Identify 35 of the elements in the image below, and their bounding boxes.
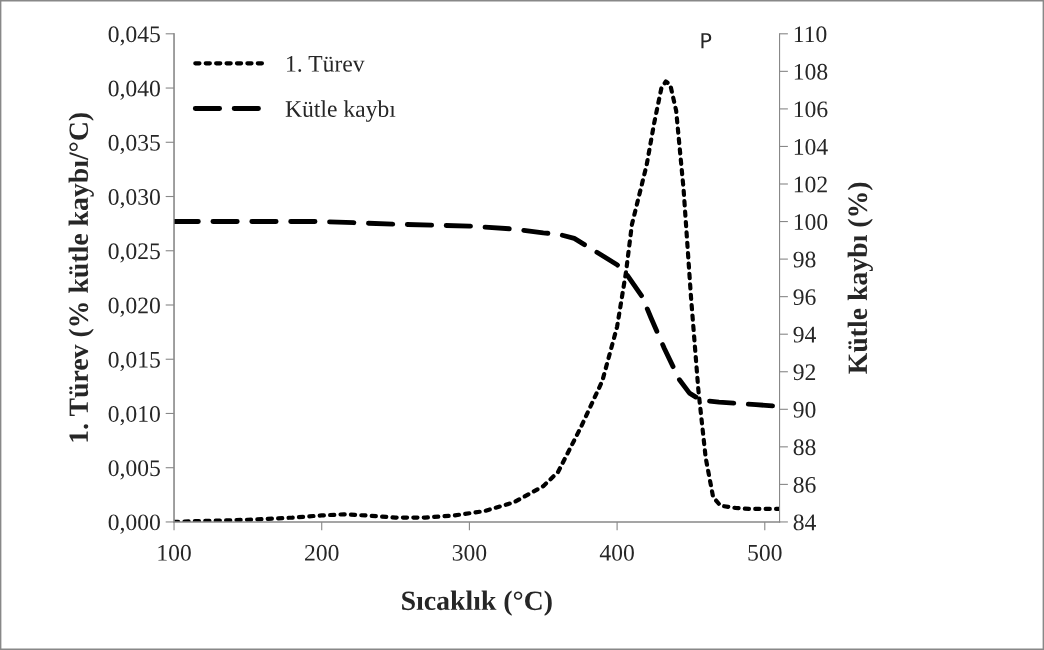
x-tick-label: 300 — [452, 544, 487, 561]
y2-tick-label: 102 — [794, 176, 827, 193]
annotation: P — [701, 33, 712, 49]
y-tick-label: 0,030 — [108, 189, 160, 209]
y2-tick-label: 110 — [794, 26, 827, 43]
y2-tick-label: 84 — [793, 514, 816, 531]
y2-tick-label: 104 — [794, 138, 828, 155]
x-tick-label: 200 — [305, 544, 339, 561]
y-tick-label: 0,015 — [108, 351, 160, 372]
y2-tick-label: 90 — [793, 401, 816, 418]
y-tick-label: 0,035 — [108, 134, 160, 155]
y2-axis-title: Kütle kaybı (%) — [847, 182, 873, 374]
y-tick-label: 0,025 — [108, 243, 160, 263]
x-tick-label: 100 — [158, 544, 191, 561]
y2-tick-label: 98 — [793, 251, 816, 268]
y2-tick-label: 108 — [794, 63, 828, 80]
x-tick-label: 500 — [748, 544, 782, 561]
y2-tick-label: 94 — [793, 326, 816, 343]
y2-tick-label: 106 — [794, 101, 828, 118]
y-tick-label: 0,005 — [108, 460, 160, 480]
y2-tick-label: 86 — [793, 476, 816, 493]
y2-tick-label: 100 — [794, 214, 828, 230]
y2-tick-label: 88 — [793, 439, 816, 456]
y-tick-label: 0,045 — [108, 26, 160, 46]
x-tick-label: 400 — [599, 544, 634, 561]
y-tick-label: 0,000 — [108, 514, 160, 534]
y-tick-label: 0,010 — [108, 405, 160, 426]
legend-label: 1. Türev — [287, 55, 365, 72]
y2-tick-label: 96 — [793, 289, 816, 306]
y-tick-label: 0,020 — [108, 297, 160, 317]
x-axis-title: Sıcaklık (°C) — [402, 590, 552, 616]
y-axis-title: 1. Türev (% kütle kaybı/°C) — [68, 113, 94, 442]
y-tick-label: 0,040 — [108, 80, 160, 100]
y2-tick-label: 92 — [793, 364, 816, 381]
legend-label: Kütle kaybı — [285, 100, 396, 122]
